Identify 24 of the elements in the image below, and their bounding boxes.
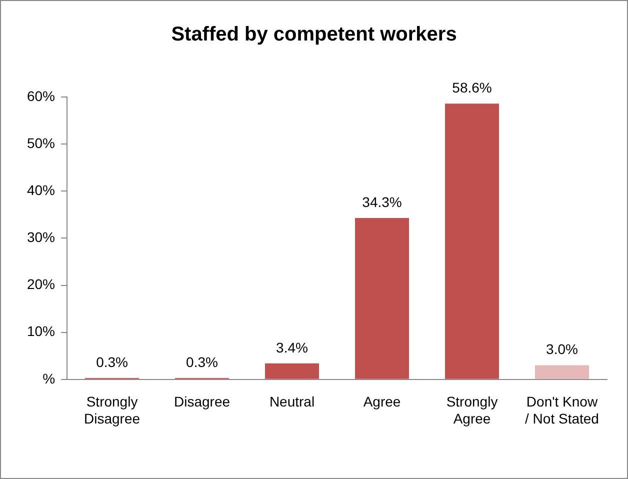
y-tick-label: 30% [26, 229, 56, 246]
x-tick-label: Strongly Agree [446, 394, 498, 426]
data-label: 3.4% [276, 339, 308, 356]
y-tick-label: 10% [26, 323, 56, 340]
y-tick-label: 60% [26, 88, 56, 104]
x-tick-label: Agree [363, 394, 401, 410]
x-tick-label: Strongly Disagree [84, 394, 140, 426]
data-label: 0.3% [186, 354, 218, 370]
bar [445, 104, 500, 379]
data-label: 3.0% [546, 341, 578, 358]
y-tick-label: % [42, 370, 56, 386]
data-label: 34.3% [362, 194, 402, 210]
y-tick-label: 40% [26, 182, 56, 198]
data-label: 0.3% [96, 354, 128, 370]
y-tick-label: 50% [26, 134, 56, 151]
y-tick-label: 20% [26, 276, 56, 292]
bar [535, 365, 589, 379]
data-label: 58.6% [452, 79, 492, 96]
bar [265, 363, 320, 379]
x-tick-label: Disagree [174, 394, 230, 410]
x-tick-label: Neutral [269, 394, 315, 410]
x-tick-label: Don't Know / Not Stated [525, 394, 599, 426]
chart-title: Staffed by competent workers [171, 24, 457, 46]
bar [355, 218, 410, 379]
